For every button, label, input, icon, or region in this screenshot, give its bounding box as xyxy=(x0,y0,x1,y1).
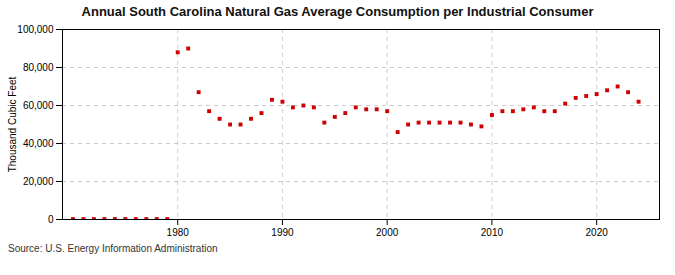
svg-text:0: 0 xyxy=(48,214,54,225)
html-text:Annual South Carolina Natural: Annual South Carolina Natural Gas Averag… xyxy=(81,4,594,19)
svg-text:20,000: 20,000 xyxy=(23,176,54,187)
svg-text:1980: 1980 xyxy=(167,227,190,238)
svg-text:Thousand Cubic Feet: Thousand Cubic Feet xyxy=(7,76,18,172)
svg-text:40,000: 40,000 xyxy=(23,138,54,149)
svg-text:2010: 2010 xyxy=(481,227,504,238)
svg-text:2000: 2000 xyxy=(376,227,399,238)
svg-text:1990: 1990 xyxy=(271,227,294,238)
svg-text:80,000: 80,000 xyxy=(23,62,54,73)
html-text:Source: U.S. Energy Informatio: Source: U.S. Energy Information Administ… xyxy=(8,243,218,254)
svg-text:100,000: 100,000 xyxy=(17,24,54,35)
svg-text:60,000: 60,000 xyxy=(23,100,54,111)
svg-text:2020: 2020 xyxy=(586,227,609,238)
